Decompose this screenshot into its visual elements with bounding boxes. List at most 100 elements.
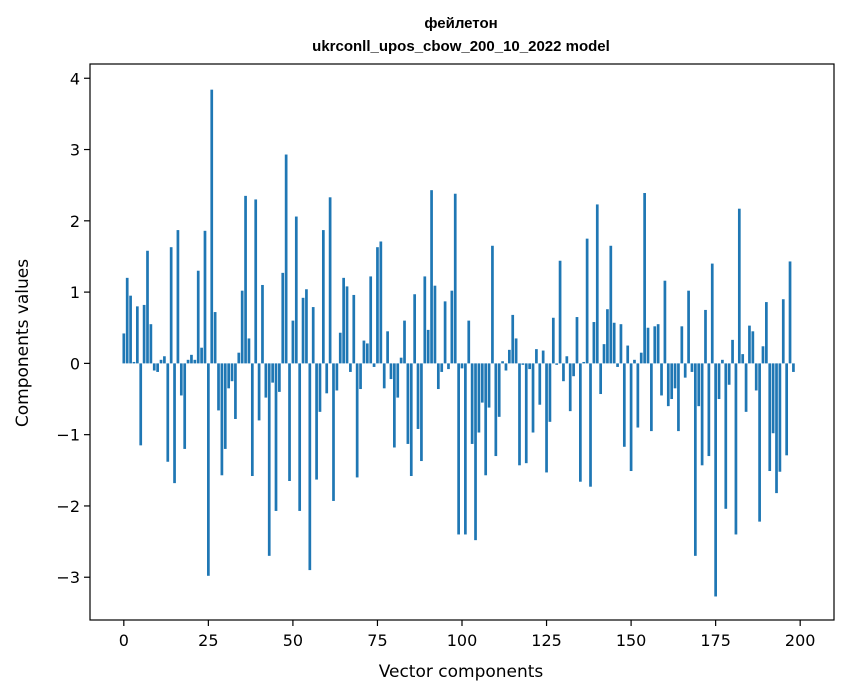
bar-173	[707, 363, 711, 457]
bar-198	[792, 363, 795, 372]
bar-34	[237, 352, 241, 364]
bar-6	[142, 304, 146, 364]
bar-55	[308, 363, 312, 571]
bar-118	[521, 363, 525, 365]
bar-109	[491, 245, 494, 364]
bar-15	[173, 363, 176, 484]
bar-167	[687, 290, 690, 364]
bar-138	[589, 363, 592, 487]
bar-124	[541, 350, 545, 364]
bar-195	[781, 299, 785, 364]
bar-60	[325, 363, 329, 394]
bar-42	[264, 363, 268, 398]
x-axis-label: Vector components	[379, 662, 544, 682]
bar-100	[460, 363, 464, 369]
bar-133	[572, 363, 575, 377]
bar-129	[558, 260, 562, 364]
bar-80	[393, 363, 396, 448]
bar-161	[666, 363, 670, 407]
bar-105	[477, 363, 481, 433]
bar-36	[244, 195, 247, 364]
bar-71	[362, 340, 366, 364]
bar-58	[318, 363, 322, 412]
bar-99	[457, 363, 460, 535]
bar-20	[190, 354, 193, 364]
bar-128	[555, 363, 559, 365]
bars-group	[122, 89, 795, 597]
bar-61	[328, 197, 332, 364]
bar-29	[220, 363, 224, 476]
plot-frame	[89, 63, 835, 621]
bar-41	[261, 284, 264, 364]
bar-76	[379, 241, 383, 364]
bar-51	[294, 216, 298, 364]
bar-56	[311, 307, 315, 364]
bar-148	[622, 363, 626, 447]
bar-151	[633, 359, 636, 364]
bar-64	[338, 332, 342, 364]
bar-111	[497, 363, 501, 417]
bar-8	[149, 324, 153, 364]
bar-25	[207, 363, 210, 576]
bar-116	[514, 338, 518, 364]
bar-89	[423, 276, 427, 364]
bar-16	[176, 230, 180, 364]
bar-180	[731, 339, 734, 364]
bar-191	[768, 363, 772, 472]
bar-134	[575, 317, 579, 364]
bar-3	[132, 361, 136, 364]
bar-1	[125, 277, 129, 364]
bar-140	[595, 204, 599, 364]
bar-121	[531, 363, 535, 433]
bar-156	[650, 363, 653, 432]
x-tick-label-6: 150	[616, 631, 647, 650]
bar-79	[389, 363, 393, 380]
bar-14	[169, 247, 173, 364]
bar-93	[436, 363, 440, 390]
bar-35	[240, 290, 244, 364]
bar-98	[453, 193, 457, 364]
x-axis-ticks: 0 25 50 75 100 125 150 175 200	[119, 620, 815, 650]
x-tick-label-3: 75	[367, 631, 387, 650]
bar-7	[146, 250, 149, 364]
bar-68	[352, 294, 356, 364]
bar-184	[744, 363, 748, 412]
bar-23	[200, 347, 203, 364]
bar-171	[700, 363, 704, 466]
bar-95	[443, 301, 447, 364]
bar-2	[129, 295, 132, 364]
y-tick-label-7: 4	[70, 69, 80, 88]
bar-19	[186, 359, 190, 364]
bar-147	[619, 324, 623, 364]
bar-96	[447, 363, 450, 370]
bar-131	[565, 356, 569, 364]
bar-72	[365, 343, 369, 364]
bar-107	[484, 363, 488, 476]
bar-139	[592, 322, 596, 364]
bar-144	[609, 245, 613, 364]
bar-120	[528, 363, 531, 370]
bar-137	[585, 238, 589, 364]
bar-119	[524, 363, 528, 464]
bar-163	[673, 363, 677, 389]
bar-192	[771, 363, 775, 434]
bar-172	[704, 309, 707, 364]
bar-188	[758, 363, 761, 522]
bar-21	[193, 359, 197, 364]
bar-179	[727, 363, 731, 385]
bar-30	[223, 363, 227, 449]
chart-title-line2: ukrconll_upos_cbow_200_10_2022 model	[312, 38, 610, 55]
bar-178	[724, 363, 728, 509]
y-tick-label-2: −1	[56, 426, 80, 445]
bar-69	[355, 363, 359, 478]
bar-150	[629, 363, 633, 472]
x-tick-label-7: 175	[700, 631, 731, 650]
bar-143	[606, 309, 609, 364]
bar-159	[660, 363, 663, 396]
bar-141	[599, 363, 603, 395]
bar-158	[656, 324, 660, 364]
y-tick-label-3: 0	[70, 354, 80, 373]
bar-126	[548, 363, 552, 422]
bar-130	[562, 363, 565, 382]
bar-170	[697, 363, 701, 407]
